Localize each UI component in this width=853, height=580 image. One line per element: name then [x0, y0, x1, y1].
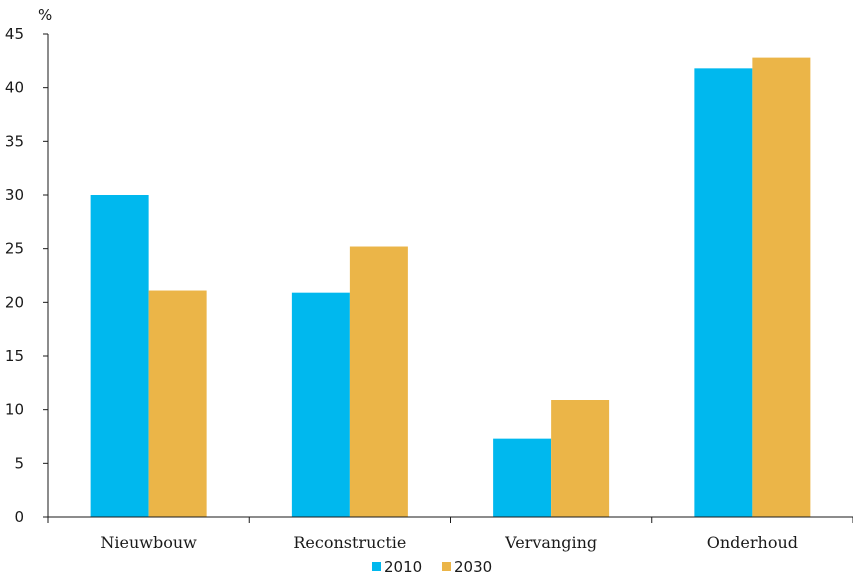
bar-2010-vervanging — [493, 438, 552, 517]
x-tick-label: Reconstructie — [293, 533, 406, 552]
y-tick-label: 10 — [5, 401, 24, 419]
x-axis: Nieuwbouw Reconstructie Vervanging Onderhou… — [47, 516, 853, 552]
legend-swatch-2030 — [442, 562, 451, 571]
bar-2030-vervanging — [551, 400, 610, 517]
x-tick-label: Vervanging — [504, 533, 597, 552]
y-tick-label: 25 — [5, 240, 24, 258]
y-tick-label: 45 — [5, 25, 24, 43]
y-tick-label: 30 — [5, 186, 24, 204]
bar-2010-onderhoud — [694, 68, 753, 517]
y-tick-label: 20 — [5, 293, 24, 311]
bar-2030-onderhoud — [752, 57, 811, 517]
y-tick-label: 15 — [5, 347, 24, 365]
y-axis-label: % — [38, 6, 52, 24]
legend-swatch-2010 — [372, 562, 381, 571]
y-tick-label: 5 — [14, 454, 24, 472]
y-tick-label: 35 — [5, 132, 24, 150]
y-axis: 0 5 10 15 20 25 30 35 40 45 — [5, 25, 49, 526]
y-tick-label: 40 — [5, 79, 24, 97]
y-tick-label: 0 — [14, 508, 24, 526]
bar-2030-reconstructie — [349, 246, 408, 517]
legend: 2010 2030 — [372, 558, 492, 576]
x-tick-label: Nieuwbouw — [100, 533, 197, 552]
bar-series — [90, 57, 811, 517]
legend-label-2030: 2030 — [454, 558, 492, 576]
legend-label-2010: 2010 — [384, 558, 422, 576]
bar-2030-nieuwbouw — [148, 290, 207, 517]
bar-2010-nieuwbouw — [90, 195, 149, 517]
bar-2010-reconstructie — [291, 292, 350, 517]
x-tick-label: Onderhoud — [707, 533, 798, 552]
